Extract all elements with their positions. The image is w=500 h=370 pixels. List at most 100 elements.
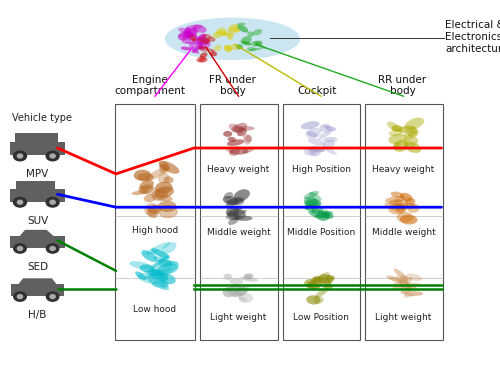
Ellipse shape — [232, 210, 247, 217]
Ellipse shape — [198, 46, 209, 52]
Ellipse shape — [402, 283, 412, 290]
Ellipse shape — [392, 125, 402, 132]
Ellipse shape — [222, 287, 234, 297]
Ellipse shape — [244, 135, 252, 145]
Ellipse shape — [405, 198, 415, 205]
Ellipse shape — [300, 121, 320, 129]
Ellipse shape — [395, 275, 406, 282]
Ellipse shape — [309, 148, 321, 156]
Ellipse shape — [404, 118, 424, 130]
Ellipse shape — [394, 269, 406, 279]
Ellipse shape — [218, 27, 227, 34]
Ellipse shape — [236, 44, 243, 49]
Ellipse shape — [253, 29, 262, 36]
Ellipse shape — [228, 287, 238, 295]
Ellipse shape — [318, 130, 332, 139]
Circle shape — [50, 200, 56, 204]
Ellipse shape — [226, 206, 239, 216]
Ellipse shape — [224, 192, 233, 199]
Ellipse shape — [316, 211, 330, 221]
Ellipse shape — [323, 137, 338, 142]
Ellipse shape — [322, 124, 330, 128]
Ellipse shape — [400, 193, 412, 202]
Ellipse shape — [226, 214, 239, 220]
Ellipse shape — [196, 56, 205, 62]
Ellipse shape — [304, 279, 316, 288]
Text: Electrical &
Electronics
architecture: Electrical & Electronics architecture — [445, 20, 500, 54]
Ellipse shape — [393, 140, 408, 152]
Polygon shape — [20, 230, 54, 236]
Ellipse shape — [389, 199, 408, 206]
Ellipse shape — [216, 29, 228, 36]
Ellipse shape — [230, 291, 241, 297]
Ellipse shape — [228, 137, 236, 142]
Ellipse shape — [404, 282, 420, 286]
Ellipse shape — [234, 286, 247, 296]
Ellipse shape — [198, 57, 207, 63]
Text: Light weight: Light weight — [210, 313, 266, 322]
Ellipse shape — [226, 147, 234, 153]
Ellipse shape — [323, 284, 334, 289]
Ellipse shape — [186, 24, 203, 30]
Ellipse shape — [198, 34, 206, 40]
Ellipse shape — [309, 192, 322, 201]
Text: Cockpit: Cockpit — [298, 86, 337, 96]
Ellipse shape — [397, 212, 413, 223]
Ellipse shape — [229, 147, 240, 156]
Ellipse shape — [394, 143, 401, 148]
Ellipse shape — [144, 268, 172, 278]
Ellipse shape — [178, 31, 192, 41]
Text: Heavy weight: Heavy weight — [208, 165, 270, 174]
Ellipse shape — [192, 25, 206, 33]
Ellipse shape — [240, 276, 258, 282]
Ellipse shape — [304, 191, 319, 199]
Ellipse shape — [318, 274, 334, 283]
Text: High Position: High Position — [292, 165, 350, 174]
Text: H/B: H/B — [28, 310, 46, 320]
Ellipse shape — [239, 296, 246, 302]
Ellipse shape — [323, 147, 337, 155]
Ellipse shape — [406, 273, 422, 281]
Ellipse shape — [178, 32, 194, 38]
Ellipse shape — [200, 53, 207, 58]
Ellipse shape — [186, 27, 198, 37]
Ellipse shape — [165, 17, 300, 60]
Ellipse shape — [230, 44, 240, 50]
Ellipse shape — [155, 182, 172, 194]
Ellipse shape — [307, 131, 318, 137]
Ellipse shape — [403, 130, 418, 137]
Ellipse shape — [226, 139, 244, 146]
Ellipse shape — [316, 211, 334, 217]
Ellipse shape — [398, 126, 416, 133]
Ellipse shape — [190, 35, 196, 41]
Ellipse shape — [228, 217, 239, 225]
Ellipse shape — [325, 275, 335, 281]
Ellipse shape — [390, 192, 404, 198]
Ellipse shape — [312, 206, 323, 213]
Ellipse shape — [404, 135, 418, 147]
Circle shape — [18, 246, 22, 250]
Ellipse shape — [320, 272, 330, 279]
Ellipse shape — [151, 248, 170, 259]
Circle shape — [46, 244, 59, 253]
Ellipse shape — [223, 131, 232, 137]
Ellipse shape — [151, 269, 162, 278]
Text: SUV: SUV — [27, 216, 48, 226]
Ellipse shape — [158, 259, 172, 268]
Ellipse shape — [182, 37, 192, 44]
Ellipse shape — [238, 25, 248, 33]
Text: SED: SED — [27, 262, 48, 272]
Ellipse shape — [238, 126, 255, 131]
Ellipse shape — [242, 41, 252, 46]
Ellipse shape — [212, 32, 222, 38]
Text: MPV: MPV — [26, 169, 48, 179]
Ellipse shape — [226, 198, 244, 205]
Ellipse shape — [138, 186, 160, 195]
Ellipse shape — [153, 256, 176, 265]
Ellipse shape — [159, 273, 176, 284]
Ellipse shape — [322, 211, 334, 219]
Ellipse shape — [313, 296, 324, 304]
Text: RR under
body: RR under body — [378, 75, 426, 96]
Circle shape — [18, 154, 22, 158]
Bar — [16, 181, 55, 190]
